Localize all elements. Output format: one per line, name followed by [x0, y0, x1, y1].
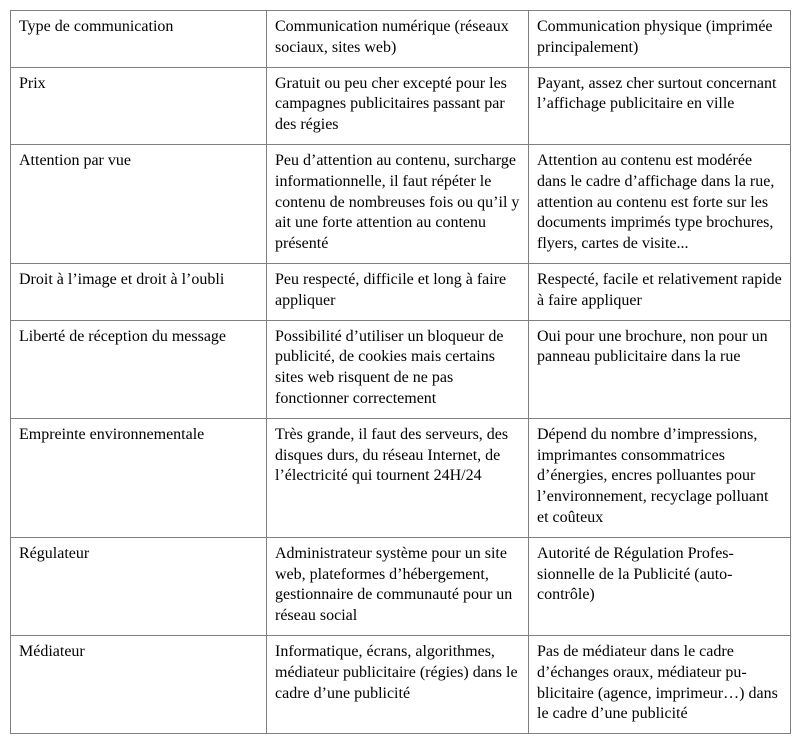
digital-cell: Communication numérique (réseaux sociaux…: [267, 11, 529, 68]
physical-cell: Communication physique (imprimée princip…: [529, 11, 791, 68]
digital-cell: Informatique, écrans, algo­rithmes, médi…: [267, 635, 529, 733]
row-label-cell: Prix: [11, 67, 267, 144]
table-row: Type de communication Communication numé…: [11, 11, 791, 68]
row-label-cell: Attention par vue: [11, 144, 267, 263]
physical-cell: Autorité de Régulation Profes­sionnelle …: [529, 537, 791, 635]
digital-cell: Peu d’attention au contenu, sur­charge i…: [267, 144, 529, 263]
table-row: Prix Gratuit ou peu cher excepté pour le…: [11, 67, 791, 144]
physical-cell: Pas de médiateur dans le cadre d’échange…: [529, 635, 791, 733]
digital-cell: Administrateur système pour un site web,…: [267, 537, 529, 635]
comparison-table: Type de communication Communication numé…: [10, 10, 791, 734]
table-row: Empreinte environnementale Très grande, …: [11, 418, 791, 537]
row-label-cell: Régulateur: [11, 537, 267, 635]
table-row: Droit à l’image et droit à l’oubli Peu r…: [11, 263, 791, 320]
row-label-cell: Liberté de réception du message: [11, 320, 267, 418]
row-label-cell: Type de communication: [11, 11, 267, 68]
table-body: Type de communication Communication numé…: [11, 11, 791, 734]
physical-cell: Payant, assez cher surtout concernant l’…: [529, 67, 791, 144]
table-row: Médiateur Informatique, écrans, algo­rit…: [11, 635, 791, 733]
row-label-cell: Médiateur: [11, 635, 267, 733]
digital-cell: Très grande, il faut des serveurs, des d…: [267, 418, 529, 537]
digital-cell: Gratuit ou peu cher excepté pour les cam…: [267, 67, 529, 144]
physical-cell: Attention au contenu est modé­rée dans l…: [529, 144, 791, 263]
table-row: Liberté de réception du message Possibil…: [11, 320, 791, 418]
physical-cell: Dépend du nombre d’impres­sions, imprima…: [529, 418, 791, 537]
physical-cell: Oui pour une brochure, non pour un panne…: [529, 320, 791, 418]
digital-cell: Possibilité d’utiliser un bloqueur de pu…: [267, 320, 529, 418]
table-row: Régulateur Administrateur système pour u…: [11, 537, 791, 635]
physical-cell: Respecté, facile et relativement rapide …: [529, 263, 791, 320]
table-row: Attention par vue Peu d’attention au con…: [11, 144, 791, 263]
row-label-cell: Empreinte environnementale: [11, 418, 267, 537]
row-label-cell: Droit à l’image et droit à l’oubli: [11, 263, 267, 320]
digital-cell: Peu respecté, difficile et long à faire …: [267, 263, 529, 320]
